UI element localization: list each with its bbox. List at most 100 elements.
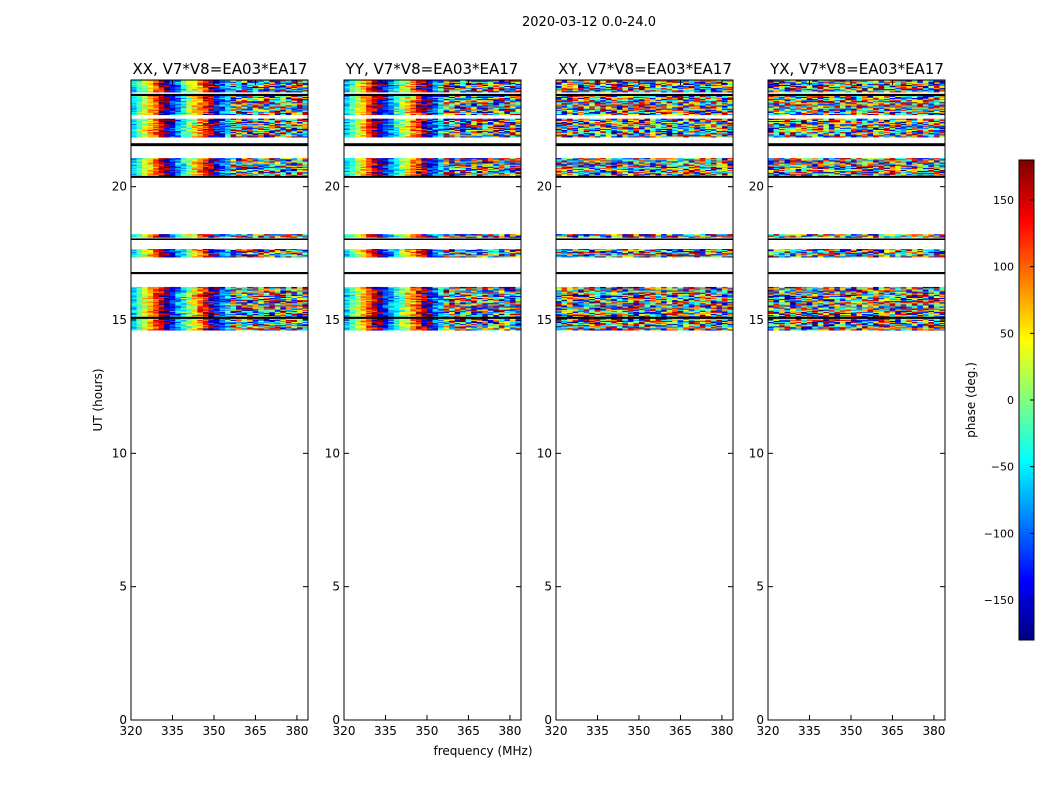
- y-axis-label: UT (hours): [91, 368, 105, 431]
- heatmap-cell: [175, 319, 181, 320]
- heatmap-cell: [410, 119, 416, 120]
- heatmap-cell: [220, 287, 226, 288]
- heatmap-cell: [137, 249, 143, 250]
- heatmap-cell: [159, 96, 165, 97]
- heatmap-cell: [208, 319, 214, 320]
- heatmap-cell: [291, 96, 297, 97]
- heatmap-cell: [231, 319, 237, 320]
- heatmap-cell: [231, 119, 237, 120]
- heatmap-cell: [477, 96, 483, 97]
- heatmap-cell: [159, 119, 165, 120]
- heatmap-cell: [421, 119, 427, 120]
- heatmap-cell: [297, 119, 303, 120]
- heatmap-cell: [197, 319, 203, 320]
- heatmap-cell: [164, 158, 170, 159]
- heatmap-cell: [137, 128, 143, 129]
- heatmap-cell: [510, 96, 516, 97]
- heatmap-cell: [164, 96, 170, 97]
- y-tick-label: 20: [112, 180, 127, 194]
- heatmap-cell: [148, 128, 154, 129]
- heatmap-cell: [142, 287, 148, 288]
- heatmap-cell: [269, 234, 275, 235]
- heatmap-cell: [280, 287, 286, 288]
- heatmap-cell: [286, 319, 292, 320]
- heatmap-cell: [181, 287, 187, 288]
- heatmap-cell: [264, 287, 270, 288]
- heatmap-cell: [275, 249, 281, 250]
- heatmap-cell: [197, 287, 203, 288]
- heatmap-cell: [148, 319, 154, 320]
- heatmap-cell: [433, 96, 439, 97]
- heatmap-cell: [405, 96, 411, 97]
- heatmap-cell: [455, 96, 461, 97]
- heatmap-cell: [197, 234, 203, 235]
- heatmap-cell: [275, 119, 281, 120]
- heatmap-cell: [220, 319, 226, 320]
- heatmap-cell: [449, 96, 455, 97]
- heatmap-cell: [181, 158, 187, 159]
- heatmap-cell: [164, 128, 170, 129]
- heatmap-cell: [253, 234, 259, 235]
- heatmap-cell: [264, 249, 270, 250]
- flag-line: [131, 238, 308, 240]
- heatmap-cell: [164, 319, 170, 320]
- heatmap-cell: [236, 96, 242, 97]
- heatmap-cell: [148, 119, 154, 120]
- heatmap-cell: [153, 319, 159, 320]
- heatmap-cell: [297, 287, 303, 288]
- heatmap-cell: [142, 158, 148, 159]
- heatmap-cell: [258, 96, 264, 97]
- panel-title: XX, V7*V8=EA03*EA17: [133, 60, 308, 78]
- heatmap-cell: [186, 128, 192, 129]
- heatmap-cell: [208, 119, 214, 120]
- heatmap-cell: [236, 249, 242, 250]
- heatmap-cell: [377, 96, 383, 97]
- y-tick-label: 10: [112, 446, 127, 460]
- heatmap-cell: [286, 158, 292, 159]
- heatmap-cell: [297, 158, 303, 159]
- heatmap-cell: [444, 96, 450, 97]
- heatmap-cell: [170, 287, 176, 288]
- heatmap-cell: [220, 158, 226, 159]
- heatmap-cell: [153, 287, 159, 288]
- heatmap-cell: [297, 319, 303, 320]
- heatmap-cell: [153, 249, 159, 250]
- heatmap-cell: [137, 287, 143, 288]
- heatmap-cell: [269, 96, 275, 97]
- heatmap-cell: [142, 249, 148, 250]
- heatmap-cell: [203, 128, 209, 129]
- heatmap-cell: [383, 119, 389, 120]
- heatmap-cell: [466, 119, 472, 120]
- heatmap-cell: [197, 128, 203, 129]
- heatmap-cell: [186, 287, 192, 288]
- heatmap-cell: [203, 119, 209, 120]
- heatmap-cell: [159, 319, 165, 320]
- heatmap-cell: [131, 119, 137, 120]
- heatmap-cell: [405, 119, 411, 120]
- heatmap-cell: [297, 234, 303, 235]
- heatmap-cell: [175, 158, 181, 159]
- heatmap-cell: [186, 319, 192, 320]
- heatmap-cell: [269, 287, 275, 288]
- heatmap-cell: [225, 158, 231, 159]
- heatmap-cell: [466, 96, 472, 97]
- heatmap-cell: [399, 119, 405, 120]
- heatmap-cell: [236, 287, 242, 288]
- heatmap-cell: [275, 158, 281, 159]
- heatmap-cell: [264, 119, 270, 120]
- heatmap-cell: [220, 119, 226, 120]
- heatmap-cell: [175, 119, 181, 120]
- heatmap-cell: [286, 287, 292, 288]
- heatmap-cell: [214, 119, 220, 120]
- heatmap-cell: [137, 158, 143, 159]
- heatmap-cell: [242, 319, 248, 320]
- heatmap-cell: [253, 319, 259, 320]
- heatmap-cell: [137, 319, 143, 320]
- heatmap-cell: [175, 128, 181, 129]
- heatmap-cell: [427, 96, 433, 97]
- heatmap-cell: [170, 249, 176, 250]
- heatmap-cell: [460, 96, 466, 97]
- heatmap-cell: [137, 119, 143, 120]
- heatmap-cell: [291, 249, 297, 250]
